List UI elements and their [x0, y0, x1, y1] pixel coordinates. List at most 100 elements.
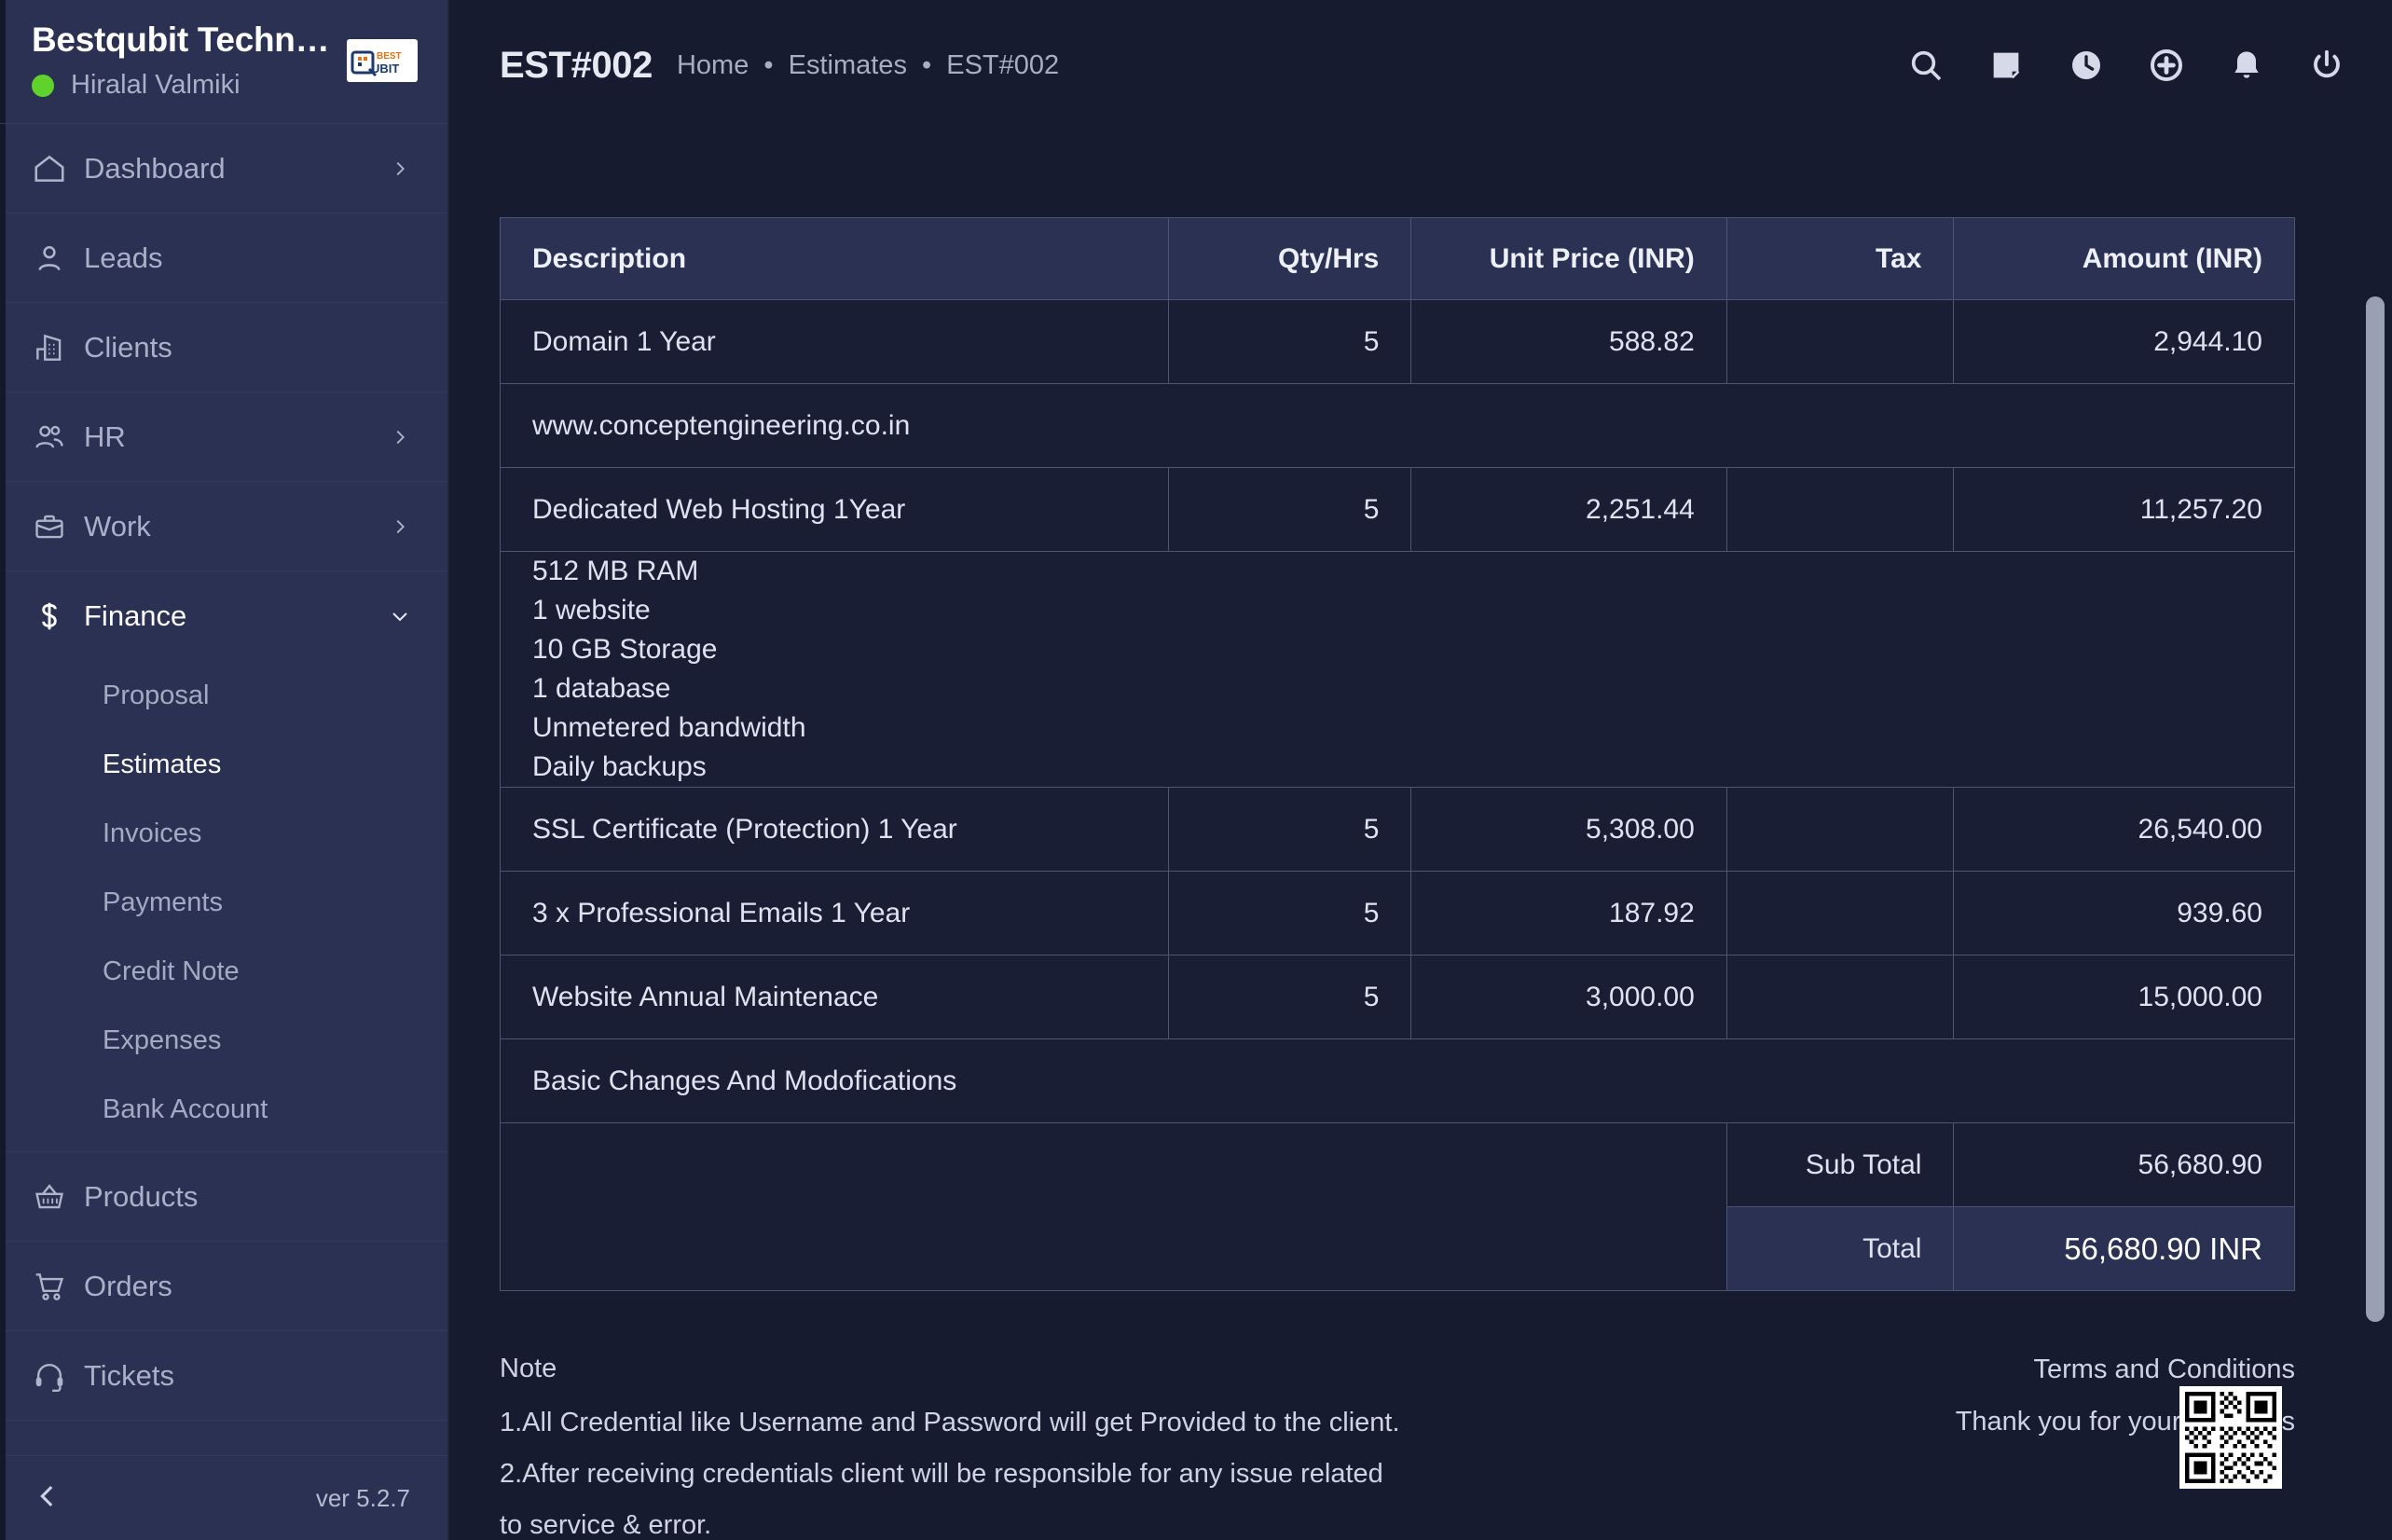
spec-line: 512 MB RAM — [532, 556, 699, 586]
cell-qty: 5 — [1168, 467, 1412, 552]
sidebar-subitem-estimates[interactable]: Estimates — [0, 730, 447, 799]
brand-block: Bestqubit Techn… Hiralal Valmiki BEST UB… — [0, 0, 447, 125]
version-label: ver 5.2.7 — [315, 1483, 410, 1512]
sidebar-spacer — [0, 1421, 447, 1455]
table-row-subtotal: Sub Total 56,680.90 — [500, 1122, 2295, 1291]
clock-icon[interactable] — [2068, 47, 2105, 84]
plus-circle-icon[interactable] — [2148, 47, 2185, 84]
building-icon — [32, 330, 84, 365]
basket-icon — [32, 1179, 84, 1215]
sidebar-item-products[interactable]: Products — [0, 1152, 447, 1243]
svg-text:BEST: BEST — [377, 51, 402, 62]
main-area: EST#002 Home • Estimates • EST#002 — [449, 0, 2392, 1540]
topbar: EST#002 Home • Estimates • EST#002 — [449, 0, 2392, 131]
table-row-spec: 512 MB RAM 1 website 10 GB Storage 1 dat… — [500, 551, 2295, 788]
bell-icon[interactable] — [2228, 47, 2265, 84]
breadcrumb-home[interactable]: Home — [676, 49, 749, 80]
sidebar-subitem-bank-account[interactable]: Bank Account — [0, 1075, 447, 1144]
sidebar-item-hr[interactable]: HR — [0, 392, 447, 483]
table-body: Domain 1 Year 5 588.82 2,944.10 www.conc… — [499, 299, 2295, 1291]
sidebar-subitem-credit-note[interactable]: Credit Note — [0, 937, 447, 1006]
sidebar-item-tickets[interactable]: Tickets — [0, 1331, 447, 1422]
sidebar-item-label: HR — [84, 419, 126, 453]
sidebar-item-finance[interactable]: Finance — [0, 571, 447, 661]
footer-notes: Note 1.All Credential like Username and … — [500, 1343, 2295, 1540]
sidebar-item-clients[interactable]: Clients — [0, 303, 447, 393]
cell-qty: 5 — [1168, 787, 1412, 872]
sidebar-subitem-label: Payments — [103, 887, 223, 917]
note-heading: Note — [500, 1354, 557, 1383]
sidebar: Bestqubit Techn… Hiralal Valmiki BEST UB… — [0, 0, 449, 1540]
sidebar-item-label: Products — [84, 1179, 199, 1213]
sidebar-subitem-proposal[interactable]: Proposal — [0, 661, 447, 730]
table-head: Description Qty/Hrs Unit Price (INR) Tax… — [499, 217, 2295, 300]
sidebar-item-leads[interactable]: Leads — [0, 213, 447, 304]
content-scroll-region[interactable]: Description Qty/Hrs Unit Price (INR) Tax… — [449, 131, 2392, 1540]
qr-code-icon — [2179, 1386, 2282, 1489]
breadcrumb-separator: • — [922, 49, 932, 80]
briefcase-icon — [32, 509, 84, 544]
sidebar-subitem-label: Estimates — [103, 749, 222, 779]
spec-line: Unmetered bandwidth — [532, 712, 806, 743]
cell-unit-price: 187.92 — [1410, 871, 1727, 956]
sidebar-item-orders[interactable]: Orders — [0, 1242, 447, 1332]
sidebar-subitem-payments[interactable]: Payments — [0, 868, 447, 937]
cell-unit-price: 2,251.44 — [1410, 467, 1727, 552]
page-title: EST#002 — [500, 44, 653, 86]
sidebar-item-label: Clients — [84, 330, 172, 364]
sidebar-nav: Dashboard Leads Clients — [0, 124, 447, 1455]
breadcrumb-estimates[interactable]: Estimates — [788, 49, 907, 80]
topbar-icons — [1907, 47, 2345, 84]
cell-qty: 5 — [1168, 955, 1412, 1039]
spec-line: 1 website — [532, 595, 651, 626]
table-row: Dedicated Web Hosting 1Year 5 2,251.44 1… — [499, 467, 2295, 552]
cell-description: SSL Certificate (Protection) 1 Year — [499, 787, 1170, 872]
table-row: Domain 1 Year 5 588.82 2,944.10 — [499, 299, 2295, 384]
power-icon[interactable] — [2308, 47, 2345, 84]
subtotal-value: 56,680.90 — [1953, 1122, 2295, 1207]
spec-line: 10 GB Storage — [532, 634, 718, 665]
col-description: Description — [499, 217, 1170, 300]
scrollbar-thumb[interactable] — [2366, 296, 2385, 1322]
chevron-down-icon — [388, 605, 412, 627]
terms-block: Terms and Conditions Thank you for your … — [1866, 1343, 2295, 1540]
sidebar-subitem-label: Expenses — [103, 1024, 222, 1055]
chevron-right-icon — [388, 516, 412, 537]
sidebar-group-finance: Finance Proposal Estimates Invoices Paym… — [0, 571, 447, 1153]
collapse-sidebar-button[interactable] — [32, 1480, 63, 1517]
cell-description: 3 x Professional Emails 1 Year — [499, 871, 1170, 956]
sidebar-item-dashboard[interactable]: Dashboard — [0, 124, 447, 214]
chevron-right-icon — [388, 427, 412, 447]
breadcrumb-current: EST#002 — [946, 49, 1060, 80]
cell-tax — [1725, 787, 1955, 872]
sidebar-footer: ver 5.2.7 — [0, 1455, 447, 1540]
sidebar-subitem-expenses[interactable]: Expenses — [0, 1006, 447, 1075]
sidebar-item-work[interactable]: Work — [0, 482, 447, 572]
terms-label[interactable]: Terms and Conditions — [2033, 1354, 2295, 1384]
cell-unit-price: 5,308.00 — [1410, 787, 1727, 872]
note-icon[interactable] — [1987, 47, 2025, 84]
status-dot-icon — [32, 74, 54, 97]
subtotal-label: Sub Total — [1725, 1122, 1955, 1207]
cell-note: www.conceptengineering.co.in — [500, 383, 2295, 468]
table-row-total: Total 56,680.90 INR — [501, 1206, 2295, 1291]
user-line: Hiralal Valmiki — [32, 70, 416, 101]
person-icon — [32, 241, 84, 276]
home-icon — [32, 151, 84, 186]
sidebar-subitem-label: Proposal — [103, 680, 210, 710]
table-row-note: www.conceptengineering.co.in — [500, 383, 2295, 468]
search-icon[interactable] — [1907, 47, 1945, 84]
headset-icon — [32, 1358, 84, 1394]
cell-description: Dedicated Web Hosting 1Year — [499, 467, 1170, 552]
sidebar-subitem-label: Invoices — [103, 818, 202, 848]
cell-amount: 939.60 — [1953, 871, 2295, 956]
cell-amount: 26,540.00 — [1953, 787, 2295, 872]
note-line: to service & error. — [500, 1510, 712, 1540]
col-tax: Tax — [1725, 217, 1955, 300]
col-qty: Qty/Hrs — [1168, 217, 1412, 300]
spec-line: Daily backups — [532, 751, 707, 782]
sidebar-item-label: Orders — [84, 1269, 172, 1302]
estimate-document: Description Qty/Hrs Unit Price (INR) Tax… — [499, 131, 2295, 1540]
sidebar-subitem-invoices[interactable]: Invoices — [0, 799, 447, 868]
user-name: Hiralal Valmiki — [71, 70, 241, 100]
